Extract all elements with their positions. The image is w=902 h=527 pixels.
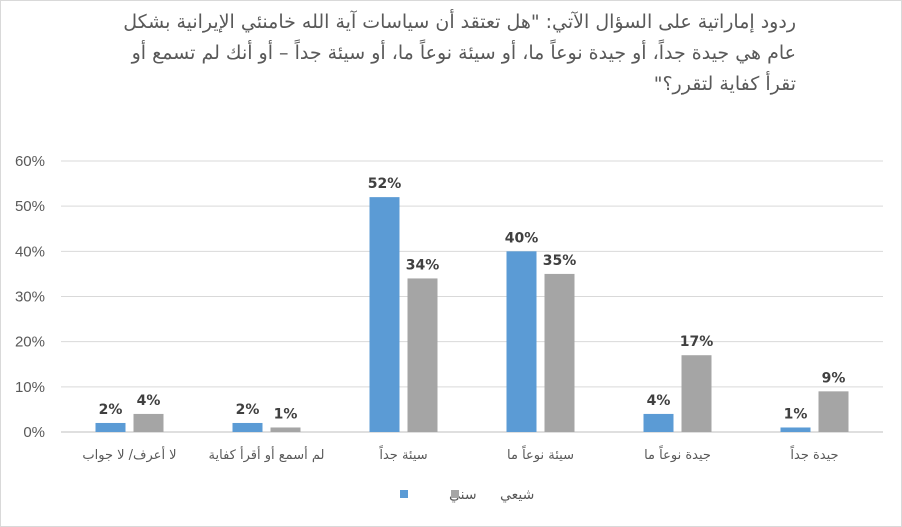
category-label: جيدة جداً	[790, 445, 839, 463]
data-label: 40%	[505, 230, 539, 246]
bar	[643, 413, 674, 432]
bar	[818, 391, 849, 432]
bar	[95, 422, 126, 432]
data-label: 17%	[680, 334, 714, 350]
y-tick-label: 30%	[15, 289, 45, 306]
y-tick-label: 60%	[15, 153, 45, 170]
data-label: 4%	[647, 393, 671, 409]
category-label: سيئة نوعاً ما	[507, 445, 574, 463]
bar	[369, 197, 400, 432]
bar	[232, 422, 263, 432]
data-label: 2%	[236, 402, 260, 418]
chart-title: ردود إماراتية على السؤال الآتي: "هل تعتق…	[123, 11, 796, 95]
data-label: 4%	[137, 393, 161, 409]
bar	[780, 427, 811, 432]
bar	[133, 413, 164, 432]
category-label: لم أسمع أو أقرأ كفاية	[209, 446, 325, 463]
bar	[270, 427, 301, 432]
y-tick-label: 0%	[23, 424, 45, 441]
y-tick-label: 20%	[15, 334, 45, 351]
data-label: 9%	[822, 370, 846, 386]
y-tick-label: 40%	[15, 243, 45, 260]
bar	[506, 251, 537, 432]
bar	[544, 273, 575, 432]
bar	[681, 355, 712, 432]
category-label: سيئة جداً	[379, 445, 428, 463]
data-label: 35%	[543, 253, 577, 269]
legend-label: شيعي	[500, 487, 534, 503]
y-tick-label: 50%	[15, 198, 45, 215]
legend-swatch	[451, 490, 459, 498]
data-label: 1%	[274, 406, 298, 422]
category-label: لا أعرف/ لا جواب	[82, 446, 176, 463]
bar	[407, 278, 438, 432]
category-label: جيدة نوعاً ما	[644, 445, 711, 463]
y-tick-label: 10%	[15, 379, 45, 396]
data-label: 52%	[368, 176, 402, 192]
data-label: 1%	[784, 406, 808, 422]
legend-swatch	[400, 490, 408, 498]
data-label: 34%	[406, 257, 440, 273]
data-label: 2%	[99, 402, 123, 418]
